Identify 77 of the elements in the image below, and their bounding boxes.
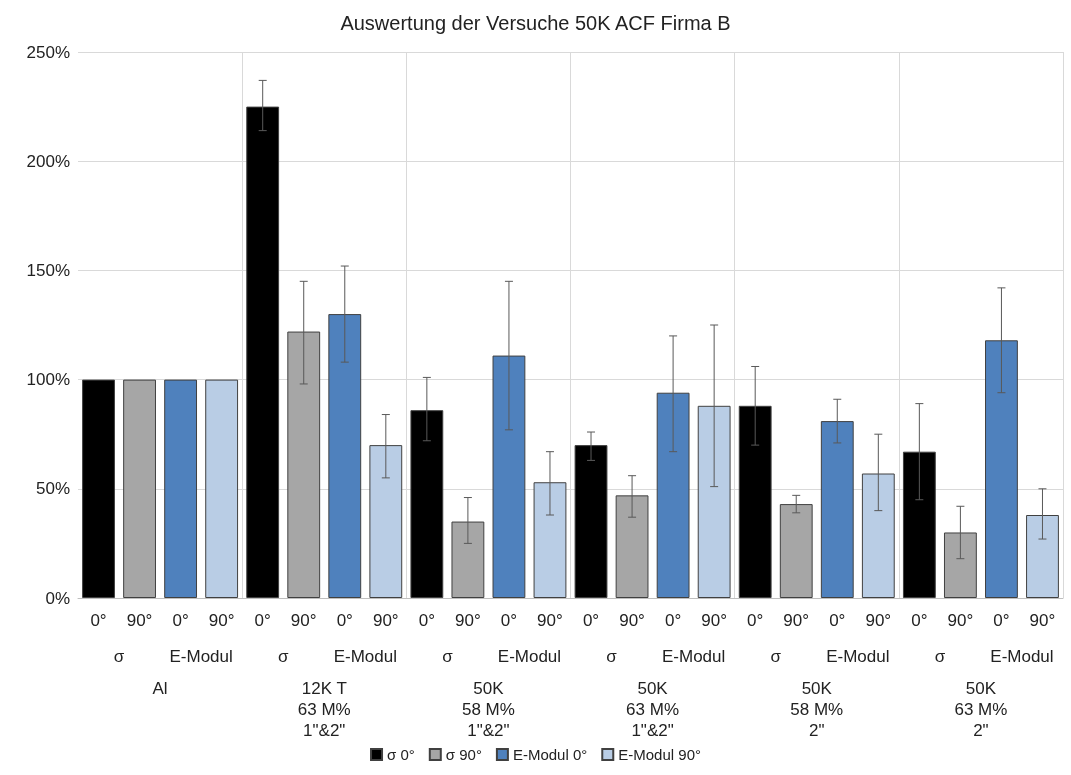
x-tick-label: 90° — [208, 611, 235, 630]
legend-label: E-Modul 0° — [512, 746, 588, 763]
bar — [328, 314, 362, 598]
legend-label: σ 0° — [387, 746, 415, 763]
x-tick-label: 0° — [336, 611, 353, 630]
bar — [82, 379, 115, 598]
legend-label: E-Modul 90° — [618, 746, 701, 763]
text: 12K T 63 M% 1"&2" — [297, 679, 351, 740]
y-tick-label: 250% — [26, 42, 70, 62]
bar — [451, 521, 485, 598]
text: Al — [152, 679, 168, 698]
bar — [574, 445, 608, 598]
x-tick-label: 90° — [701, 611, 728, 630]
text: E-Modul — [990, 647, 1054, 666]
x-tick-label: 0° — [911, 611, 928, 630]
x-tick-label: 0° — [172, 611, 189, 630]
text: E-Modul — [333, 647, 397, 666]
x-tick-label: 0° — [90, 611, 107, 630]
bar — [164, 379, 198, 598]
bar — [738, 405, 772, 598]
bar — [697, 405, 731, 598]
text: σ — [113, 647, 125, 666]
text: σ — [442, 647, 454, 666]
x-tick-label: 0° — [747, 611, 764, 630]
bar — [656, 392, 690, 598]
bar — [943, 532, 977, 598]
bar — [861, 473, 895, 598]
bar — [615, 495, 649, 598]
x-tick-label: 90° — [619, 611, 645, 630]
chart-title: Auswertung der Versuche 50K ACF Firma B — [340, 12, 731, 34]
text: E-Modul — [826, 647, 890, 666]
x-tick-label: 90° — [783, 611, 810, 630]
x-tick-label: 0° — [418, 611, 435, 630]
text: 50K 58 M% 1"&2" — [461, 679, 515, 740]
text: σ — [770, 647, 782, 666]
bar — [492, 355, 526, 598]
y-tick-label: 50% — [35, 479, 70, 499]
text: E-Modul — [169, 647, 233, 666]
x-tick-label: 90° — [537, 611, 563, 630]
bar — [1026, 515, 1059, 598]
x-tick-label: 0° — [829, 611, 846, 630]
text: σ — [606, 647, 618, 666]
text: E-Modul — [497, 647, 562, 666]
bar — [369, 445, 403, 598]
x-tick-label: 90° — [947, 611, 974, 630]
x-tick-label: 90° — [1029, 611, 1056, 630]
x-tick-label: 0° — [254, 611, 271, 630]
text: E-Modul — [661, 647, 726, 666]
y-tick-label: 200% — [26, 151, 70, 171]
bar — [985, 340, 1018, 598]
text: 50K 58 M% 2" — [790, 679, 844, 740]
x-tick-label: 90° — [455, 611, 481, 630]
text: 50K 63 M% 1"&2" — [626, 679, 680, 740]
legend-label: σ 90° — [445, 746, 482, 763]
text: σ — [934, 647, 946, 666]
text: 50K 63 M% 2" — [954, 679, 1008, 740]
y-tick-label: 100% — [26, 370, 70, 390]
bar — [205, 379, 239, 598]
bar — [533, 482, 567, 598]
x-tick-label: 90° — [865, 611, 892, 630]
bar — [287, 331, 321, 598]
x-tick-label: 90° — [372, 611, 399, 630]
x-tick-label: 0° — [664, 611, 682, 630]
x-tick-label: 0° — [993, 611, 1010, 630]
x-tick-label: 0° — [500, 611, 518, 630]
bar — [410, 410, 444, 598]
bar — [902, 451, 936, 598]
text: σ — [277, 647, 289, 666]
bar — [123, 379, 156, 598]
bar — [779, 504, 813, 598]
y-tick-label: 150% — [26, 260, 70, 280]
bar — [246, 106, 280, 598]
bar — [820, 421, 854, 598]
y-tick-label: 0% — [45, 588, 70, 608]
x-tick-label: 90° — [290, 611, 317, 630]
x-tick-label: 0° — [582, 611, 600, 630]
x-tick-label: 90° — [126, 611, 153, 630]
